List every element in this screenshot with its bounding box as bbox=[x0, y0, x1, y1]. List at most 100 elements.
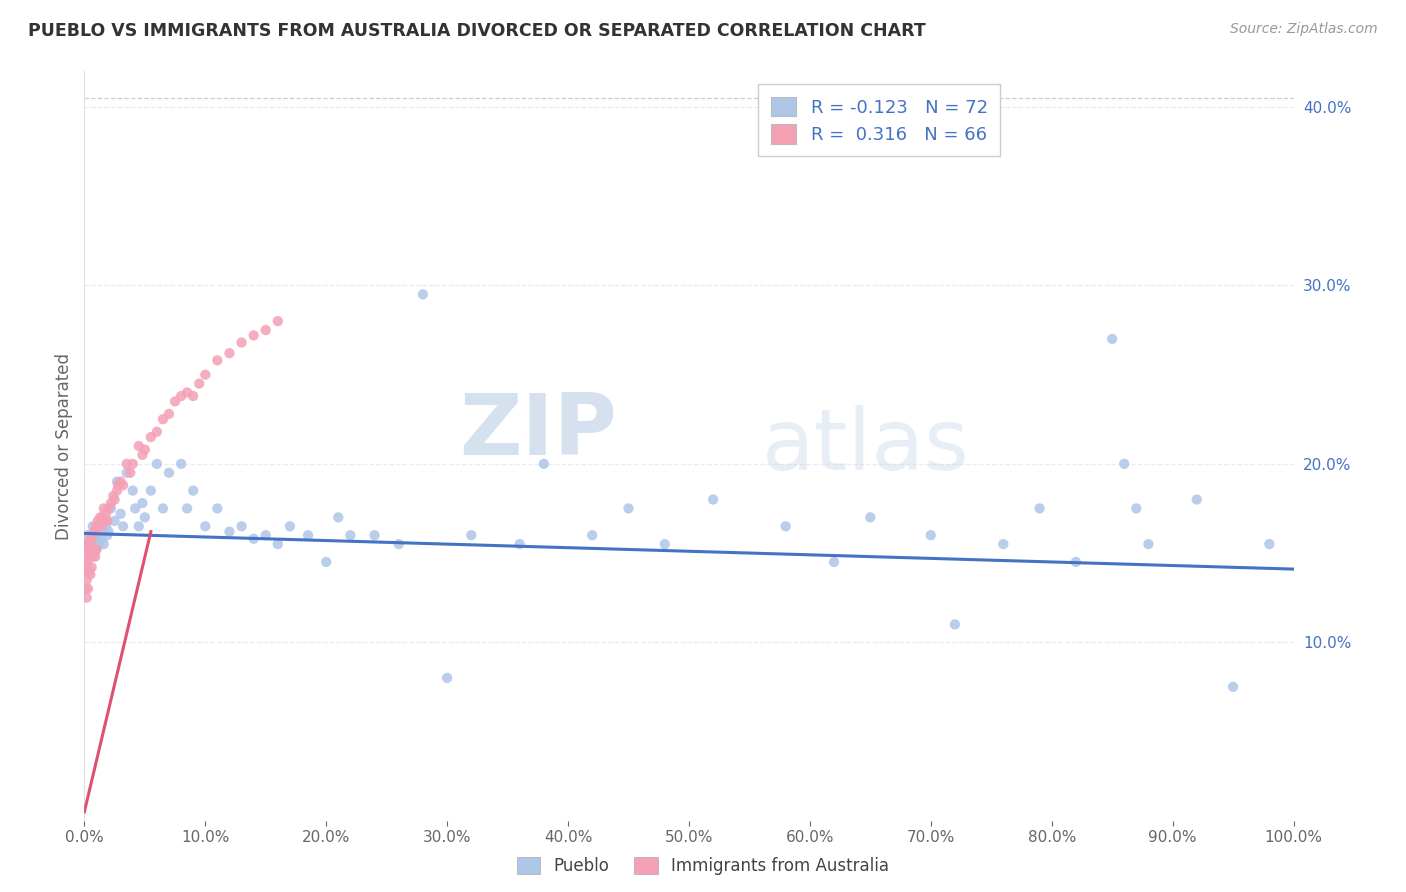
Point bbox=[207, 353, 229, 368]
Text: ZIP: ZIP bbox=[458, 390, 616, 473]
Point bbox=[1137, 537, 1160, 551]
Point bbox=[94, 507, 117, 521]
Point bbox=[388, 537, 411, 551]
Point bbox=[654, 537, 676, 551]
Point bbox=[86, 542, 108, 557]
Point bbox=[79, 537, 101, 551]
Point bbox=[134, 442, 156, 457]
Point bbox=[146, 425, 169, 439]
Point bbox=[194, 368, 217, 382]
Point bbox=[533, 457, 555, 471]
Point bbox=[86, 523, 108, 537]
Point bbox=[131, 496, 153, 510]
Point bbox=[128, 439, 150, 453]
Point bbox=[93, 501, 115, 516]
Point bbox=[79, 567, 101, 582]
Point bbox=[775, 519, 797, 533]
Point bbox=[170, 457, 193, 471]
Point bbox=[77, 528, 100, 542]
Point bbox=[112, 478, 135, 492]
Point bbox=[79, 549, 101, 564]
Point bbox=[176, 501, 198, 516]
Legend: Pueblo, Immigrants from Australia: Pueblo, Immigrants from Australia bbox=[510, 850, 896, 882]
Point bbox=[581, 528, 603, 542]
Point bbox=[176, 385, 198, 400]
Point bbox=[112, 519, 135, 533]
Point bbox=[104, 514, 127, 528]
Point bbox=[170, 389, 193, 403]
Point bbox=[115, 466, 138, 480]
Point bbox=[89, 510, 111, 524]
Point bbox=[315, 555, 337, 569]
Point bbox=[94, 514, 117, 528]
Point bbox=[242, 328, 264, 343]
Point bbox=[297, 528, 319, 542]
Point bbox=[194, 519, 217, 533]
Point bbox=[218, 346, 240, 360]
Point bbox=[128, 519, 150, 533]
Point bbox=[75, 582, 97, 596]
Point bbox=[110, 475, 132, 489]
Point bbox=[121, 483, 143, 498]
Point bbox=[86, 528, 108, 542]
Point bbox=[363, 528, 385, 542]
Point bbox=[96, 514, 118, 528]
Point bbox=[218, 524, 240, 539]
Point bbox=[146, 457, 169, 471]
Point bbox=[105, 475, 128, 489]
Point bbox=[1125, 501, 1147, 516]
Point bbox=[80, 537, 103, 551]
Point bbox=[105, 483, 128, 498]
Point bbox=[75, 555, 97, 569]
Point bbox=[134, 510, 156, 524]
Point bbox=[1101, 332, 1123, 346]
Point bbox=[231, 335, 253, 350]
Point bbox=[97, 501, 120, 516]
Point bbox=[115, 457, 138, 471]
Point bbox=[207, 501, 229, 516]
Point bbox=[104, 492, 127, 507]
Point bbox=[254, 323, 277, 337]
Point bbox=[157, 466, 180, 480]
Point bbox=[94, 519, 117, 533]
Point bbox=[152, 501, 174, 516]
Point bbox=[436, 671, 458, 685]
Point bbox=[267, 537, 290, 551]
Point bbox=[97, 524, 120, 539]
Point bbox=[254, 528, 277, 542]
Point bbox=[90, 519, 112, 533]
Point bbox=[89, 524, 111, 539]
Point bbox=[460, 528, 482, 542]
Point bbox=[84, 523, 107, 537]
Point bbox=[157, 407, 180, 421]
Point bbox=[80, 560, 103, 574]
Point bbox=[77, 542, 100, 557]
Point bbox=[121, 457, 143, 471]
Point bbox=[859, 510, 882, 524]
Point bbox=[920, 528, 942, 542]
Point bbox=[124, 501, 146, 516]
Point bbox=[90, 532, 112, 546]
Point bbox=[86, 542, 108, 557]
Point bbox=[267, 314, 290, 328]
Point bbox=[91, 510, 114, 524]
Point bbox=[110, 507, 132, 521]
Point bbox=[107, 478, 129, 492]
Point bbox=[139, 430, 162, 444]
Point bbox=[1028, 501, 1050, 516]
Point bbox=[617, 501, 640, 516]
Point bbox=[77, 564, 100, 578]
Point bbox=[83, 546, 105, 560]
Point bbox=[152, 412, 174, 426]
Point bbox=[823, 555, 845, 569]
Point bbox=[103, 489, 125, 503]
Text: PUEBLO VS IMMIGRANTS FROM AUSTRALIA DIVORCED OR SEPARATED CORRELATION CHART: PUEBLO VS IMMIGRANTS FROM AUSTRALIA DIVO… bbox=[28, 22, 927, 40]
Point bbox=[79, 532, 101, 546]
Point bbox=[1222, 680, 1244, 694]
Point bbox=[82, 519, 104, 533]
Point bbox=[339, 528, 361, 542]
Point bbox=[76, 591, 98, 605]
Point bbox=[100, 496, 122, 510]
Point bbox=[75, 537, 97, 551]
Point bbox=[76, 537, 98, 551]
